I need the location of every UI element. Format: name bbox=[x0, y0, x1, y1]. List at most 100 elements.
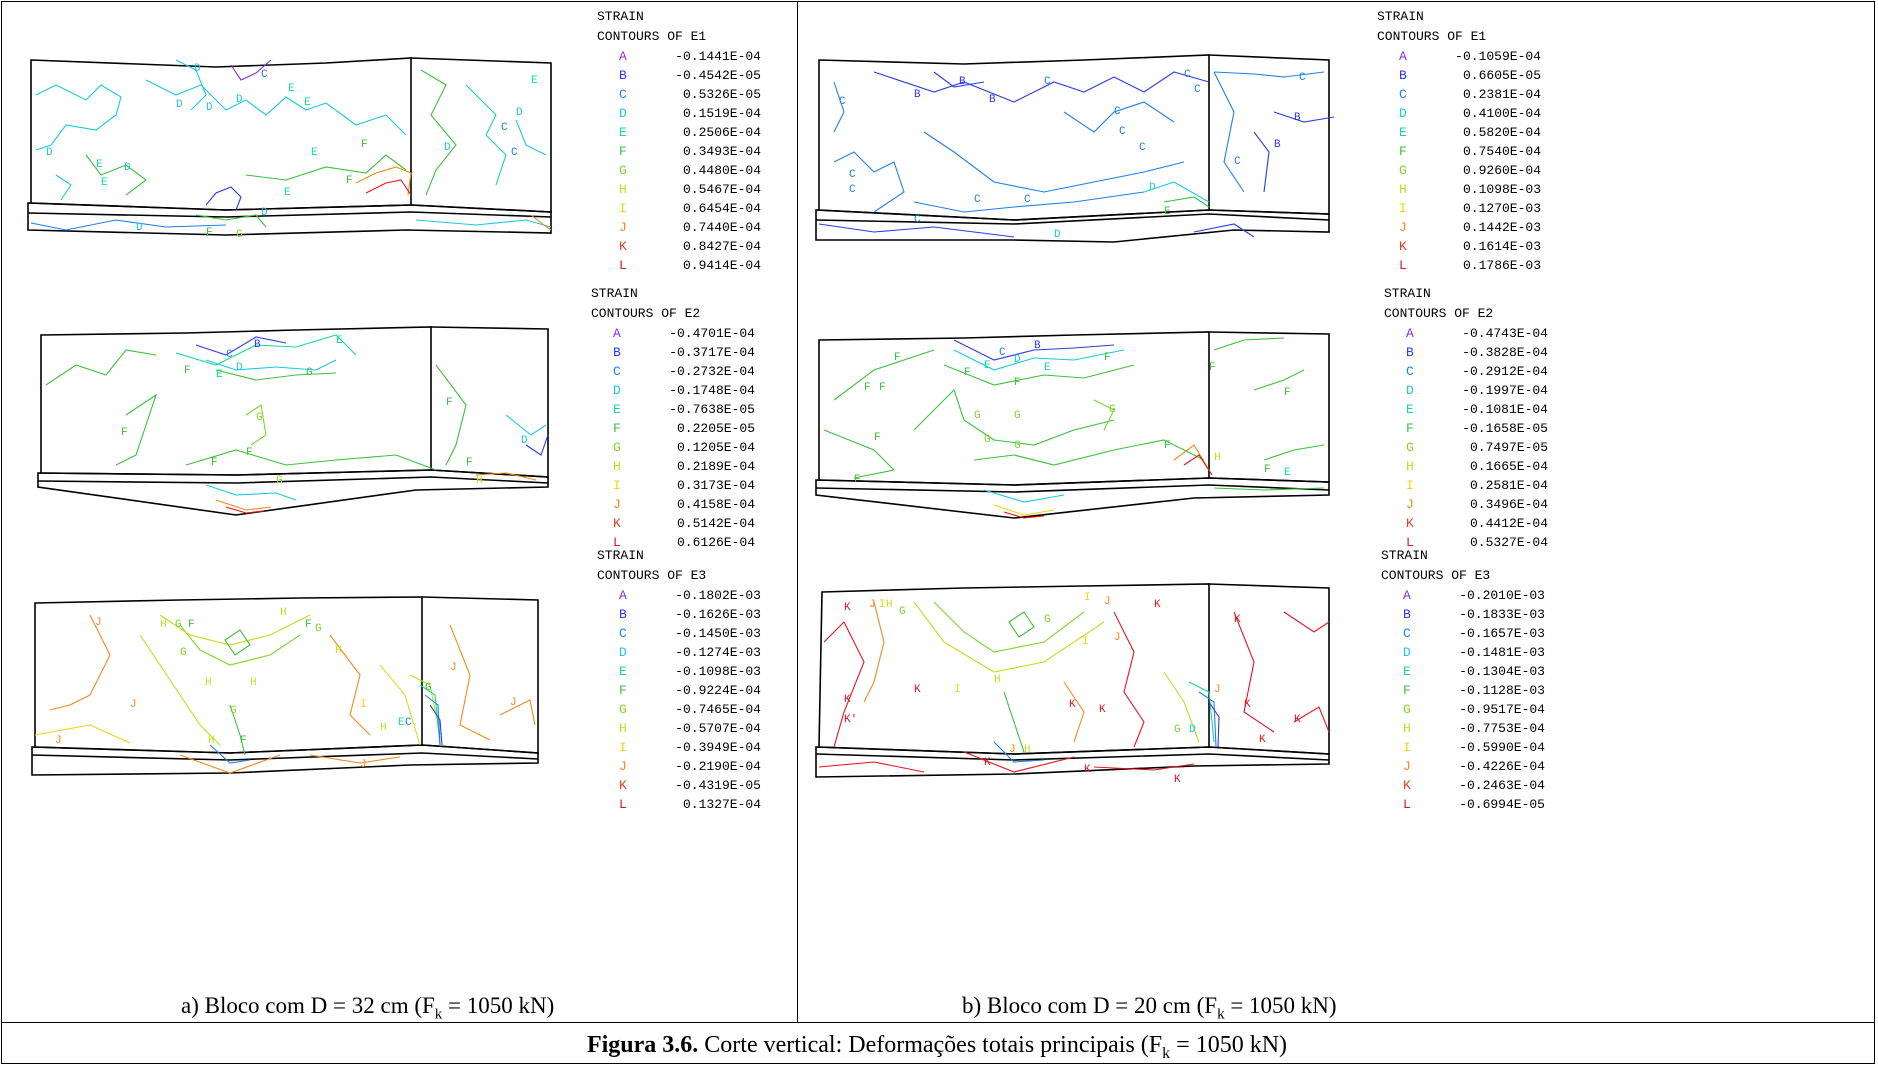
legend-value: -0.1450E-03 bbox=[675, 626, 761, 641]
legend-value: 0.1665E-04 bbox=[1469, 459, 1548, 474]
legend-letter: K bbox=[619, 778, 627, 793]
legend-value: 0.1614E-03 bbox=[1462, 239, 1541, 254]
legend-letter: A bbox=[1406, 326, 1414, 341]
svg-text:K: K bbox=[1244, 699, 1251, 711]
svg-text:C: C bbox=[511, 147, 518, 159]
legend-letter: I bbox=[613, 478, 621, 493]
legend-letter: B bbox=[613, 345, 621, 360]
legend-entry: D -0.1997E-04 bbox=[1384, 381, 1548, 400]
svg-text:B: B bbox=[1274, 139, 1281, 151]
svg-text:D: D bbox=[124, 162, 131, 174]
legend-subtitle: CONTOURS OF E3 bbox=[1381, 568, 1491, 583]
svg-text:C: C bbox=[1024, 194, 1031, 206]
legend-letter: E bbox=[1406, 402, 1414, 417]
legend-letter: C bbox=[613, 364, 621, 379]
legend-b-e2: STRAIN CONTOURS OF E2 A -0.4743E-04 B -0.38… bbox=[1384, 284, 1548, 552]
legend-entry: K -0.4319E-05 bbox=[597, 776, 761, 795]
svg-text:E: E bbox=[1284, 467, 1291, 479]
legend-letter: K bbox=[1406, 516, 1414, 531]
svg-text:F: F bbox=[361, 139, 368, 151]
svg-text:K: K bbox=[844, 694, 851, 706]
legend-title: STRAIN bbox=[597, 548, 644, 563]
svg-text:E: E bbox=[1164, 206, 1171, 218]
svg-text:C: C bbox=[849, 184, 856, 196]
svg-text:H: H bbox=[994, 674, 1001, 686]
svg-text:K: K bbox=[1174, 774, 1181, 786]
contour-plot-a-e2: B C D E F G E F G F F G F F D H bbox=[37, 326, 549, 516]
legend-letter: D bbox=[619, 106, 627, 121]
legend-entry: C -0.2732E-04 bbox=[591, 362, 755, 381]
legend-value: 0.7497E-05 bbox=[1469, 440, 1548, 455]
svg-text:H: H bbox=[1024, 744, 1031, 756]
svg-text:C: C bbox=[1299, 72, 1306, 84]
legend-letter: E bbox=[1403, 664, 1411, 679]
legend-entry: E 0.2506E-04 bbox=[597, 123, 761, 142]
legend-entry: F -0.1658E-05 bbox=[1384, 419, 1548, 438]
legend-entry: C 0.5326E-05 bbox=[597, 85, 761, 104]
legend-value: -0.1802E-03 bbox=[675, 588, 761, 603]
legend-letter: F bbox=[1406, 421, 1414, 436]
legend-entry: G -0.9517E-04 bbox=[1381, 700, 1545, 719]
svg-text:K: K bbox=[984, 757, 991, 769]
svg-text:H: H bbox=[160, 619, 167, 631]
legend-value: 0.5820E-04 bbox=[1462, 125, 1541, 140]
svg-text:B: B bbox=[959, 76, 966, 88]
legend-value: -0.1098E-03 bbox=[675, 664, 761, 679]
legend-entry: C -0.2912E-04 bbox=[1384, 362, 1548, 381]
svg-text:B: B bbox=[254, 339, 261, 351]
svg-text:F: F bbox=[1164, 440, 1171, 452]
svg-text:J: J bbox=[1104, 596, 1111, 608]
svg-text:F: F bbox=[446, 397, 453, 409]
legend-letter: E bbox=[1399, 125, 1407, 140]
legend-entry: G -0.7465E-04 bbox=[597, 700, 761, 719]
legend-letter: K bbox=[619, 239, 627, 254]
svg-text:H: H bbox=[1214, 452, 1221, 464]
svg-text:F: F bbox=[184, 365, 191, 377]
legend-entry: A -0.1802E-03 bbox=[597, 586, 761, 605]
svg-text:E: E bbox=[284, 187, 291, 199]
svg-text:K: K bbox=[1069, 699, 1076, 711]
svg-text:E: E bbox=[984, 360, 991, 372]
legend-letter: C bbox=[1406, 364, 1414, 379]
legend-entry: I -0.5990E-04 bbox=[1381, 738, 1545, 757]
svg-text:D: D bbox=[516, 107, 523, 119]
legend-value: -0.1128E-03 bbox=[1459, 683, 1545, 698]
legend-entry: G 0.7497E-05 bbox=[1384, 438, 1548, 457]
legend-value: -0.3717E-04 bbox=[669, 345, 755, 360]
legend-letter: L bbox=[619, 797, 627, 812]
svg-text:K: K bbox=[914, 684, 921, 696]
legend-value: -0.4319E-05 bbox=[675, 778, 761, 793]
svg-text:J: J bbox=[1114, 632, 1121, 644]
svg-text:I: I bbox=[360, 699, 367, 711]
legend-value: -0.2190E-04 bbox=[675, 759, 761, 774]
legend-entry: E 0.5820E-04 bbox=[1377, 123, 1541, 142]
legend-entry: E -0.1098E-03 bbox=[597, 662, 761, 681]
legend-entry: J 0.4158E-04 bbox=[591, 495, 755, 514]
svg-text:C: C bbox=[405, 717, 412, 729]
legend-entry: L 0.1327E-04 bbox=[597, 795, 761, 814]
legend-value: 0.4480E-04 bbox=[682, 163, 761, 178]
svg-text:F: F bbox=[346, 175, 353, 187]
svg-text:G: G bbox=[1109, 404, 1116, 416]
legend-value: 0.4412E-04 bbox=[1469, 516, 1548, 531]
legend-value: 0.1098E-03 bbox=[1462, 182, 1541, 197]
legend-letter: E bbox=[613, 402, 621, 417]
legend-entry: K 0.5142E-04 bbox=[591, 514, 755, 533]
legend-letter: D bbox=[1406, 383, 1414, 398]
svg-text:G: G bbox=[984, 434, 991, 446]
legend-value: -0.1748E-04 bbox=[669, 383, 755, 398]
legend-entry: B -0.3828E-04 bbox=[1384, 343, 1548, 362]
legend-entry: L 0.1786E-03 bbox=[1377, 256, 1541, 275]
svg-text:F: F bbox=[121, 427, 128, 439]
svg-text:E: E bbox=[336, 335, 343, 347]
svg-text:J: J bbox=[130, 699, 137, 711]
legend-entry: A -0.2010E-03 bbox=[1381, 586, 1545, 605]
panel-divider bbox=[797, 2, 798, 1022]
legend-letter: B bbox=[1406, 345, 1414, 360]
legend-entry: F -0.1128E-03 bbox=[1381, 681, 1545, 700]
svg-text:H: H bbox=[250, 677, 257, 689]
svg-text:F: F bbox=[894, 352, 901, 364]
subcaption-b: b) Bloco com D = 20 cm (Fk = 1050 kN) bbox=[962, 993, 1337, 1023]
legend-letter: I bbox=[619, 201, 627, 216]
